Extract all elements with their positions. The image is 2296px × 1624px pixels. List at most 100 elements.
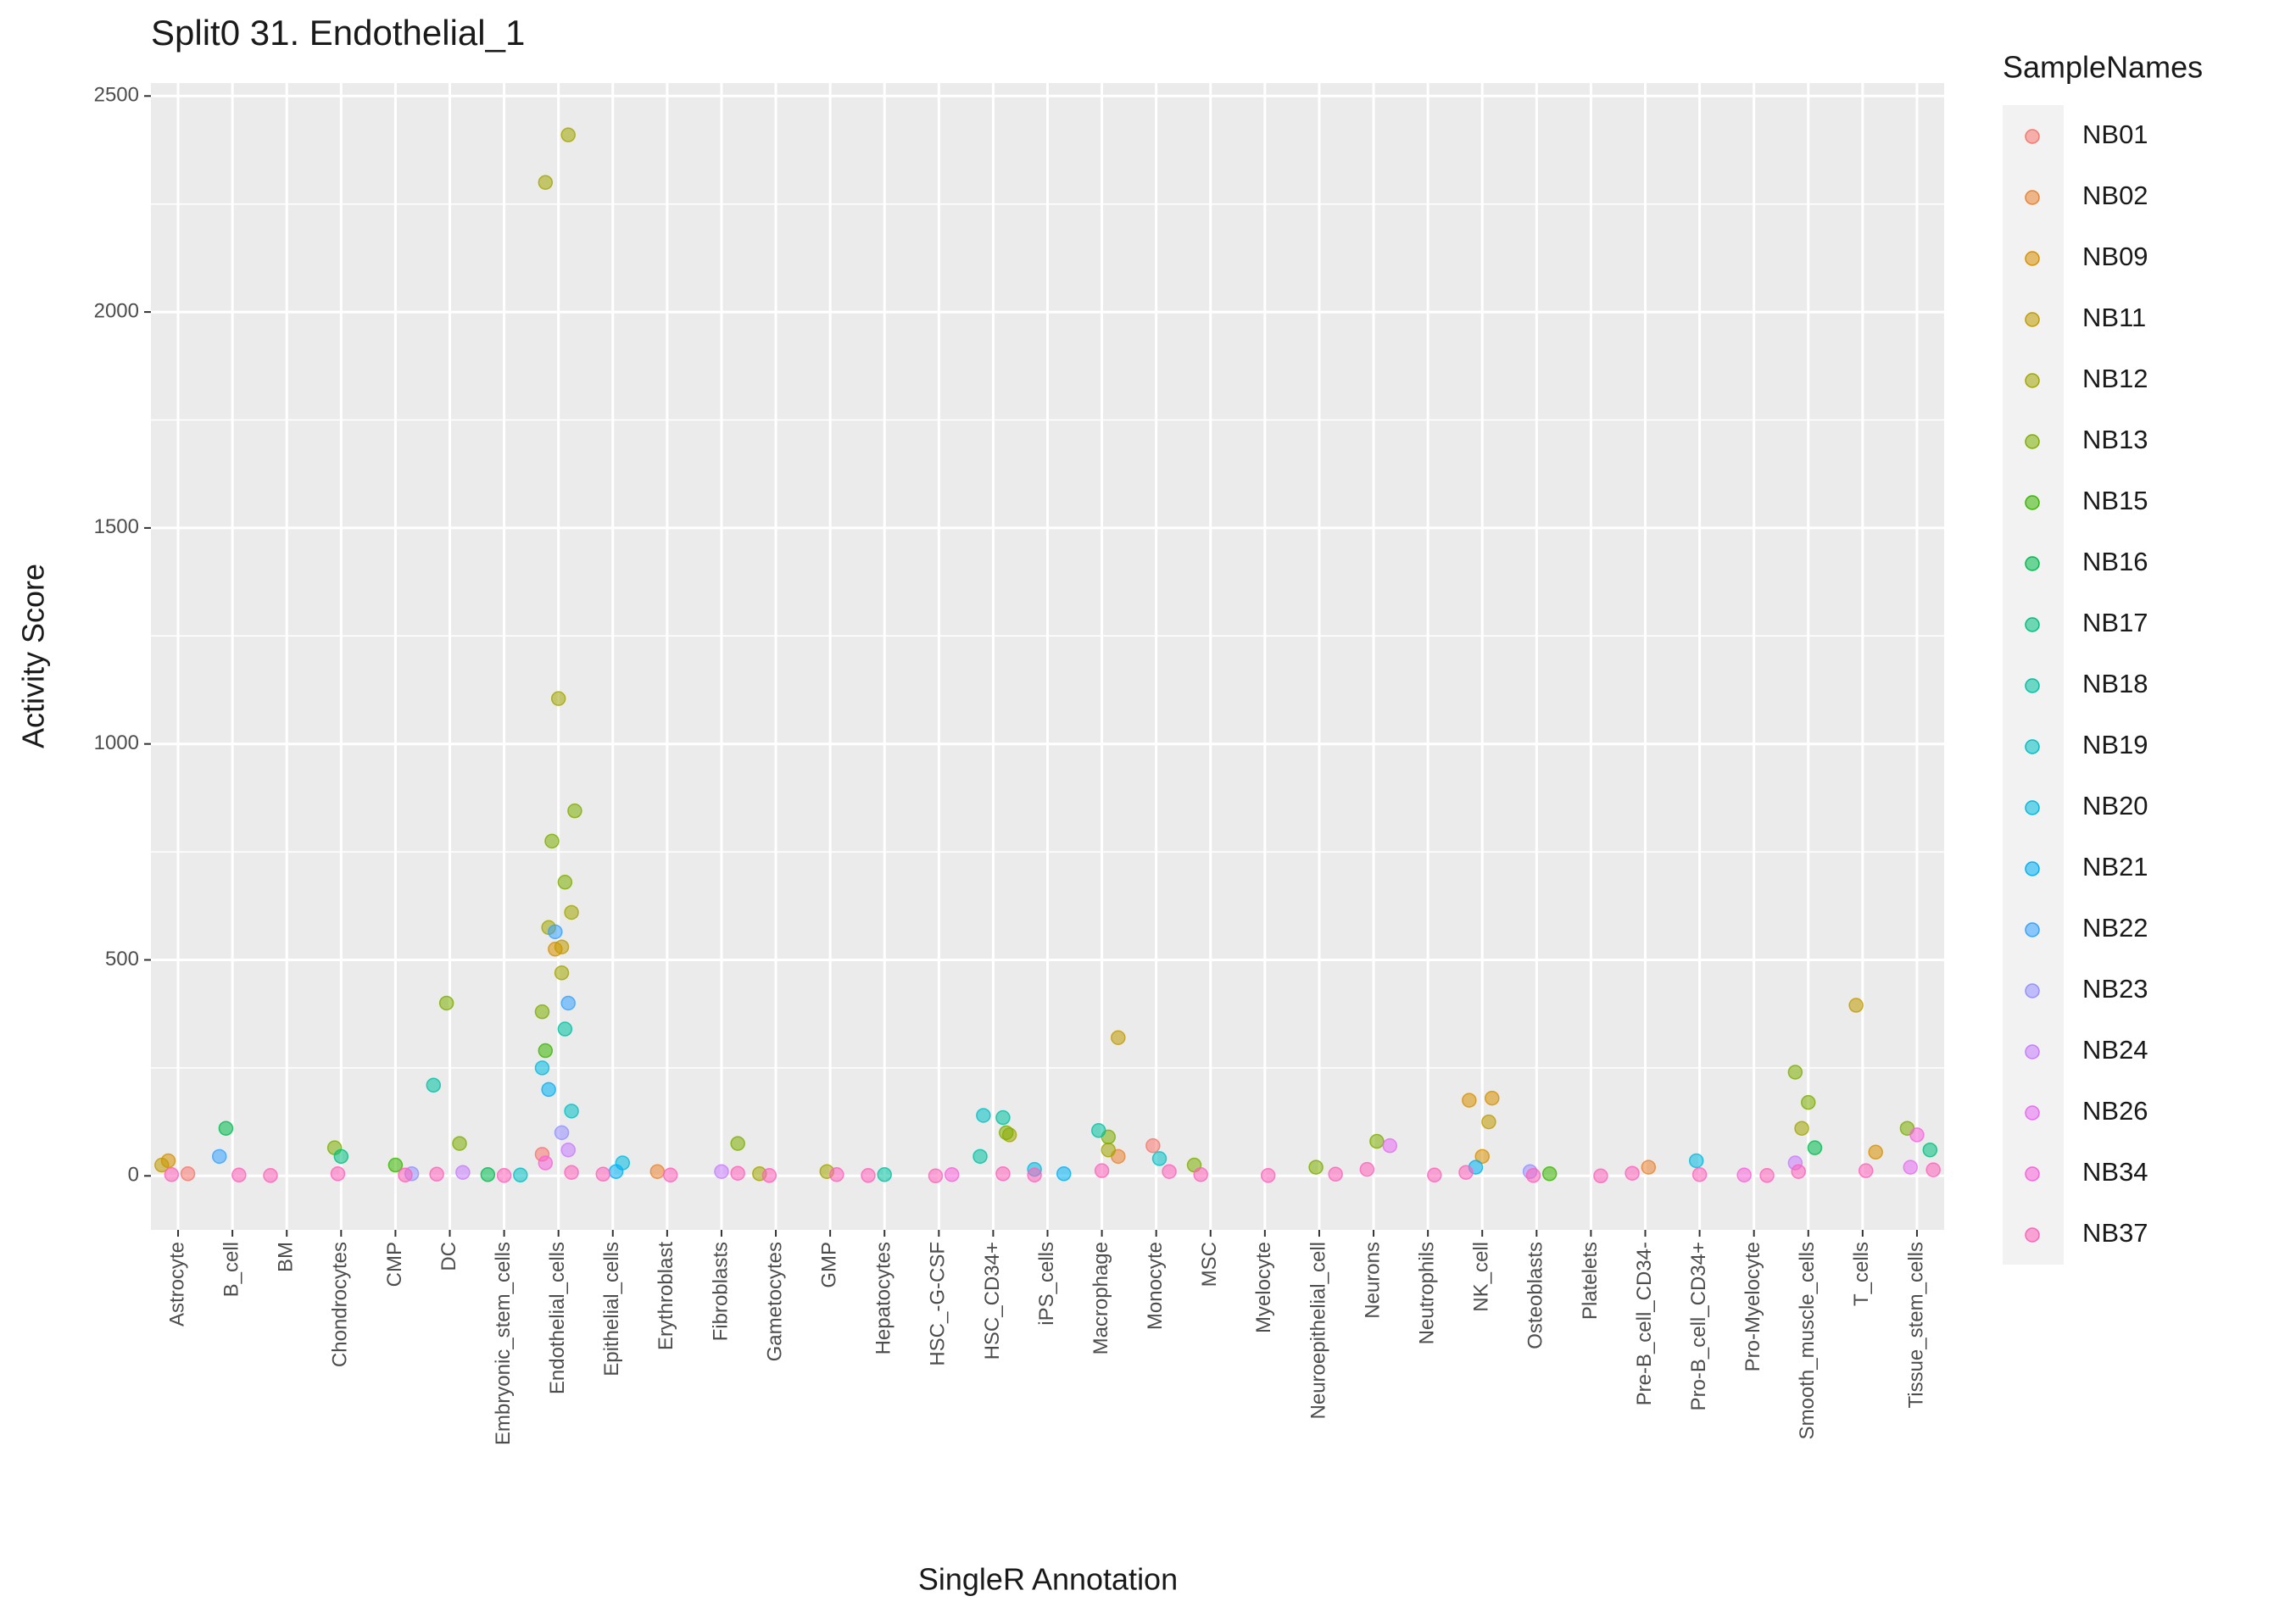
legend-key: [2025, 617, 2040, 632]
data-point: [567, 803, 582, 819]
x-tick-label: Neuroepithelial_cell: [1307, 1242, 1329, 1419]
x-axis-title: SingleR Annotation: [918, 1562, 1178, 1597]
legend-label: NB20: [2082, 791, 2148, 820]
data-point: [513, 1167, 528, 1183]
data-point: [1458, 1165, 1474, 1180]
axes: 0 500 1000 1500 2000 2500 Astrocyte B_cell BM Cho…: [94, 84, 1928, 1445]
data-point: [995, 1110, 1011, 1126]
data-point: [1485, 1090, 1500, 1106]
legend-title: SampleNames: [2003, 50, 2203, 85]
data-point: [544, 833, 560, 849]
legend-label: NB24: [2082, 1035, 2148, 1065]
data-point: [538, 1043, 554, 1059]
legend-label: NB15: [2082, 486, 2148, 515]
data-point: [1736, 1167, 1752, 1183]
data-point: [1807, 1140, 1823, 1155]
legend-label: NB37: [2082, 1218, 2148, 1248]
x-tick-label: B_cell: [220, 1242, 242, 1297]
legend-key: [2025, 373, 2040, 388]
x-tick-label: Pre-B_cell_CD34-: [1633, 1242, 1656, 1405]
x-tick-label: iPS_cells: [1035, 1242, 1058, 1326]
data-point: [861, 1168, 876, 1183]
legend-label: NB16: [2082, 547, 2148, 576]
x-tick-label: Neutrophils: [1415, 1242, 1438, 1344]
data-point: [1101, 1142, 1117, 1158]
legend-label: NB13: [2082, 425, 2148, 454]
data-point: [1641, 1160, 1657, 1175]
data-point: [829, 1167, 844, 1182]
data-point: [231, 1167, 247, 1183]
legend-key: [2025, 739, 2040, 754]
data-point: [1922, 1142, 1938, 1158]
y-tick-label: 2500: [94, 84, 139, 107]
y-tick-label: 1500: [94, 515, 139, 538]
y-tick-label: 500: [105, 948, 139, 971]
legend-key: [2025, 1166, 2040, 1182]
data-point: [1759, 1168, 1775, 1183]
x-tick-label: Myelocyte: [1252, 1242, 1275, 1333]
data-point: [1801, 1094, 1816, 1110]
y-tick-label: 0: [128, 1164, 139, 1187]
data-point: [212, 1148, 227, 1165]
data-point: [560, 995, 576, 1011]
data-point: [662, 1167, 678, 1183]
legend-key: [2025, 800, 2040, 815]
data-point: [928, 1168, 944, 1184]
data-point: [218, 1121, 234, 1136]
data-point: [595, 1166, 610, 1182]
legend-label: NB22: [2082, 913, 2148, 943]
data-point: [560, 1142, 576, 1158]
data-point: [1794, 1121, 1809, 1136]
data-point: [1787, 1065, 1803, 1080]
data-point: [330, 1166, 346, 1182]
data-point: [534, 1060, 550, 1076]
data-point: [1369, 1133, 1385, 1149]
x-tick-label: Tissue_stem_cells: [1904, 1242, 1927, 1409]
data-point: [730, 1165, 745, 1181]
x-tick-label: Gametocytes: [763, 1242, 786, 1361]
data-point: [1328, 1166, 1343, 1182]
data-point: [541, 1082, 556, 1098]
data-point: [550, 691, 566, 706]
chart-title: Split0 31. Endothelial_1: [151, 13, 525, 53]
x-tick-label: Hepatocytes: [872, 1242, 895, 1354]
x-tick-label: Smooth_muscle_cells: [1796, 1242, 1819, 1439]
data-point: [438, 995, 454, 1011]
data-point: [557, 1021, 573, 1037]
data-point: [1481, 1114, 1496, 1130]
legend-label: NB17: [2082, 608, 2148, 637]
data-point: [455, 1165, 471, 1180]
x-tick-label: Erythroblast: [655, 1242, 677, 1350]
y-tick-label: 1000: [94, 731, 139, 754]
data-point: [1090, 1123, 1106, 1138]
data-point: [877, 1167, 892, 1182]
data-point: [1151, 1151, 1168, 1166]
data-point: [1903, 1160, 1919, 1175]
data-point: [557, 875, 573, 890]
legend-label: NB26: [2082, 1096, 2148, 1126]
x-tick-label: Pro-B_cell_CD34+: [1687, 1242, 1710, 1410]
legend-label: NB11: [2082, 303, 2146, 332]
x-tick-label: Neurons: [1361, 1242, 1384, 1319]
data-point: [714, 1164, 729, 1179]
legend-label: NB01: [2082, 120, 2148, 149]
legend-label: NB09: [2082, 242, 2148, 271]
x-tick-label: BM: [275, 1242, 298, 1272]
data-point: [398, 1167, 413, 1183]
x-tick-label: HSC_-G-CSF: [927, 1242, 950, 1366]
grid: [151, 83, 1944, 1230]
data-point: [972, 1148, 988, 1165]
legend-key: [2025, 1044, 2040, 1059]
legend-key: [2025, 1105, 2040, 1121]
data-point: [564, 1165, 579, 1180]
data-point: [1145, 1137, 1161, 1154]
data-point: [1541, 1166, 1558, 1182]
data-point: [1056, 1166, 1072, 1182]
y-tick-label: 2000: [94, 299, 139, 322]
data-point: [1162, 1164, 1177, 1179]
data-point: [538, 175, 554, 190]
data-point: [1691, 1167, 1708, 1182]
data-point: [564, 904, 579, 920]
data-point: [1688, 1153, 1704, 1169]
